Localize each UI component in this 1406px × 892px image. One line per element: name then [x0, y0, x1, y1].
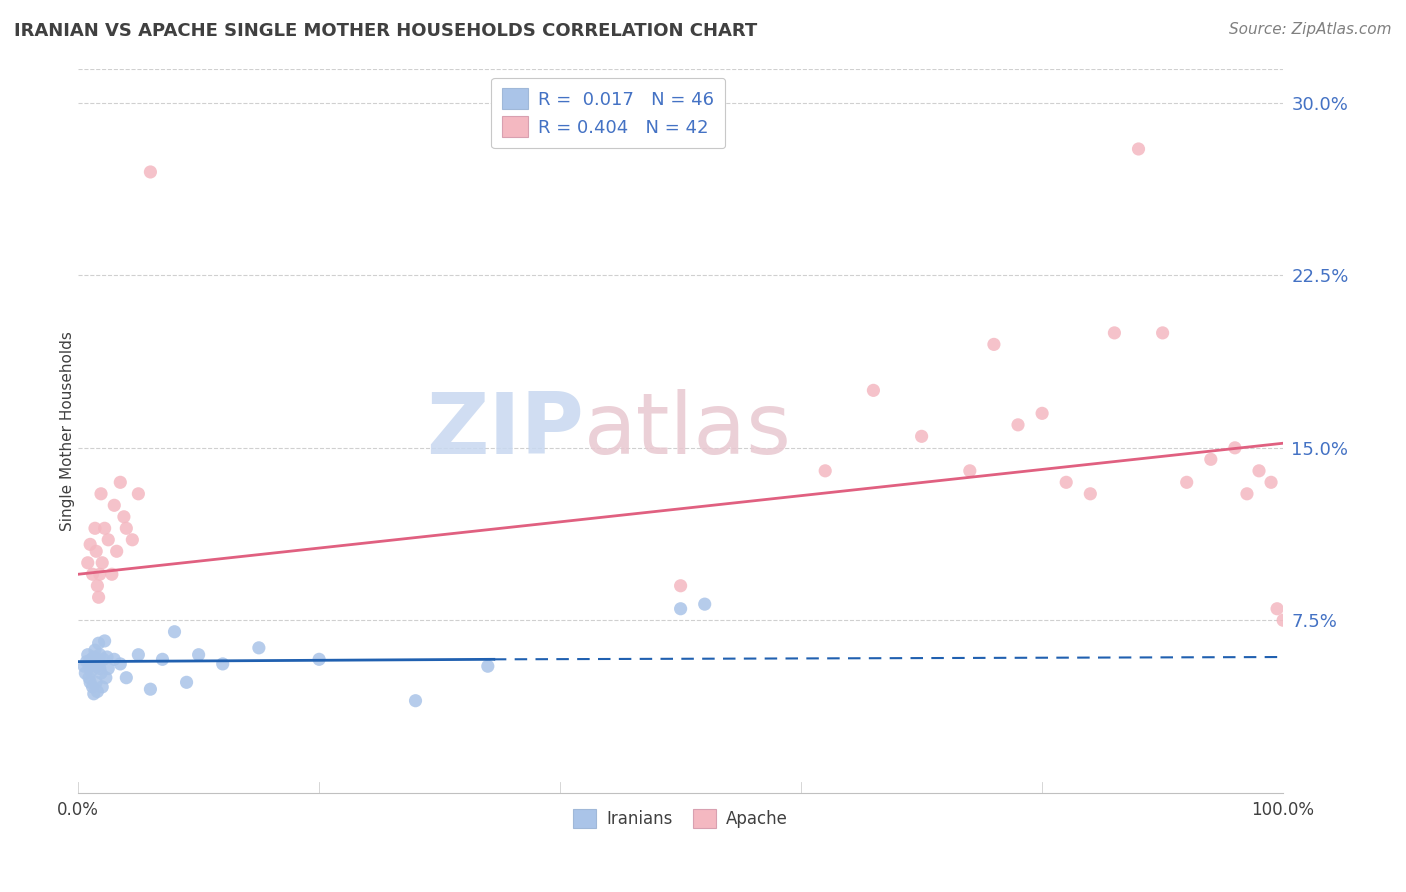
- Point: [910, 429, 932, 443]
- Point: [862, 384, 884, 398]
- Point: [983, 337, 1005, 351]
- Point: [76, 648, 98, 662]
- Point: [83, 650, 105, 665]
- Point: [1272, 613, 1295, 627]
- Text: atlas: atlas: [585, 389, 792, 472]
- Point: [79, 675, 101, 690]
- Point: [959, 464, 981, 478]
- Point: [76, 655, 98, 669]
- Point: [73, 659, 96, 673]
- Point: [115, 521, 138, 535]
- Point: [1152, 326, 1174, 340]
- Point: [84, 659, 107, 673]
- Point: [187, 648, 209, 662]
- Point: [139, 165, 162, 179]
- Point: [1175, 475, 1198, 490]
- Point: [75, 666, 97, 681]
- Point: [84, 652, 107, 666]
- Legend: Iranians, Apache: Iranians, Apache: [567, 803, 794, 835]
- Point: [1199, 452, 1222, 467]
- Point: [1054, 475, 1077, 490]
- Point: [89, 661, 111, 675]
- Point: [84, 521, 107, 535]
- Point: [308, 652, 330, 666]
- Point: [105, 544, 128, 558]
- Point: [1031, 406, 1053, 420]
- Point: [91, 680, 114, 694]
- Point: [82, 567, 104, 582]
- Point: [1260, 475, 1282, 490]
- Point: [86, 579, 108, 593]
- Point: [693, 597, 716, 611]
- Point: [84, 675, 107, 690]
- Point: [86, 659, 108, 673]
- Point: [103, 498, 125, 512]
- Point: [87, 655, 110, 669]
- Point: [80, 652, 103, 666]
- Point: [93, 521, 115, 535]
- Point: [477, 659, 499, 673]
- Point: [90, 666, 112, 681]
- Point: [1265, 601, 1288, 615]
- Point: [127, 487, 149, 501]
- Point: [405, 694, 427, 708]
- Point: [112, 509, 135, 524]
- Point: [101, 567, 124, 582]
- Point: [127, 648, 149, 662]
- Point: [1078, 487, 1101, 501]
- Point: [97, 533, 120, 547]
- Point: [1236, 487, 1258, 501]
- Point: [94, 671, 117, 685]
- Point: [247, 640, 270, 655]
- Point: [110, 657, 132, 671]
- Point: [1247, 464, 1270, 478]
- Point: [83, 687, 105, 701]
- Point: [79, 659, 101, 673]
- Point: [110, 475, 132, 490]
- Text: Source: ZipAtlas.com: Source: ZipAtlas.com: [1229, 22, 1392, 37]
- Point: [139, 682, 162, 697]
- Point: [121, 533, 143, 547]
- Point: [91, 556, 114, 570]
- Point: [103, 652, 125, 666]
- Point: [669, 601, 692, 615]
- Point: [82, 680, 104, 694]
- Point: [1104, 326, 1126, 340]
- Point: [86, 684, 108, 698]
- Point: [1128, 142, 1150, 156]
- Point: [93, 652, 115, 666]
- Point: [82, 657, 104, 671]
- Point: [79, 537, 101, 551]
- Point: [87, 636, 110, 650]
- Point: [80, 664, 103, 678]
- Point: [84, 643, 107, 657]
- Point: [76, 556, 98, 570]
- Point: [84, 544, 107, 558]
- Point: [1007, 417, 1029, 432]
- Y-axis label: Single Mother Households: Single Mother Households: [59, 331, 75, 531]
- Point: [87, 591, 110, 605]
- Point: [89, 567, 111, 582]
- Point: [814, 464, 837, 478]
- Point: [163, 624, 186, 639]
- Point: [176, 675, 198, 690]
- Point: [93, 634, 115, 648]
- Point: [90, 487, 112, 501]
- Point: [77, 671, 100, 685]
- Point: [1223, 441, 1246, 455]
- Text: ZIP: ZIP: [426, 389, 585, 472]
- Text: IRANIAN VS APACHE SINGLE MOTHER HOUSEHOLDS CORRELATION CHART: IRANIAN VS APACHE SINGLE MOTHER HOUSEHOL…: [14, 22, 758, 40]
- Point: [97, 661, 120, 675]
- Point: [669, 579, 692, 593]
- Point: [115, 671, 138, 685]
- Point: [89, 648, 111, 662]
- Point: [152, 652, 174, 666]
- Point: [96, 650, 118, 665]
- Point: [211, 657, 233, 671]
